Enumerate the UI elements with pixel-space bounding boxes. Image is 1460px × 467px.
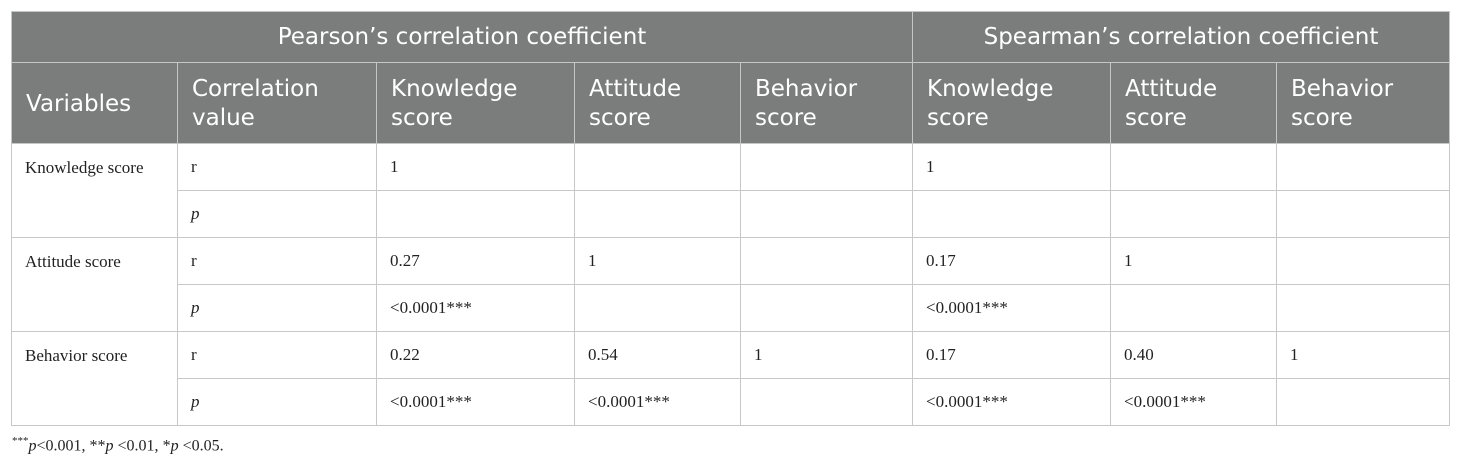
column-header-variables: Variables: [11, 62, 178, 144]
r-value-cell: [1275, 237, 1451, 285]
table-row: p <0.0001*** <0.0001*** <0.0001*** <0.0001**…: [12, 378, 1451, 426]
r-value-cell: [1275, 143, 1451, 191]
p-value-cell: [574, 284, 741, 332]
p-value-cell: <0.0001***: [574, 378, 741, 426]
variable-cell: Behavior score: [11, 331, 178, 426]
p-value-cell: [376, 190, 575, 238]
r-label-cell: r: [177, 237, 377, 285]
footnote-symbol: **: [89, 437, 106, 455]
p-value-cell: <0.0001***: [376, 284, 575, 332]
p-value-cell: <0.0001***: [912, 378, 1111, 426]
r-value-cell: 0.54: [574, 331, 741, 379]
correlation-table: Pearson’s correlation coefficient Spearm…: [11, 11, 1451, 426]
table-row: p: [12, 190, 1451, 238]
r-value-cell: [1110, 143, 1277, 191]
pearson-group-header: Pearson’s correlation coefficient: [11, 11, 913, 63]
p-value-cell: [1275, 190, 1451, 238]
p-value-cell: [1110, 284, 1277, 332]
r-value-cell: 0.40: [1110, 331, 1277, 379]
column-header-row: Variables Correlation value Knowledge sc…: [11, 62, 1451, 144]
r-label-cell: r: [177, 143, 377, 191]
footnote-text: <0.01,: [113, 437, 163, 455]
footnote-p: p: [28, 437, 37, 455]
spearman-group-header: Spearman’s correlation coefficient: [911, 11, 1451, 63]
p-value-cell: [740, 378, 913, 426]
column-header-pearson-knowledge: Knowledge score: [376, 62, 575, 144]
footnote-p: p: [105, 437, 114, 455]
p-value-cell: [1275, 378, 1451, 426]
table-body: Knowledge score r 1 1 p Attitude score r 0.27 1 0…: [11, 143, 1451, 426]
p-label-cell: p: [177, 190, 377, 238]
r-value-cell: 1: [574, 237, 741, 285]
r-value-cell: 0.17: [912, 237, 1111, 285]
p-value-cell: <0.0001***: [912, 284, 1111, 332]
column-header-spearman-behavior: Behavior score: [1275, 62, 1451, 144]
p-value-cell: <0.0001***: [376, 378, 575, 426]
footnote-text: <0.001,: [36, 437, 90, 455]
r-label-cell: r: [177, 331, 377, 379]
r-value-cell: 1: [1110, 237, 1277, 285]
footnote-symbol: *: [162, 437, 171, 455]
column-header-pearson-attitude: Attitude score: [574, 62, 741, 144]
p-label-cell: p: [177, 378, 377, 426]
p-value-cell: <0.0001***: [1110, 378, 1277, 426]
variable-cell: Knowledge score: [11, 143, 178, 238]
r-value-cell: [574, 143, 741, 191]
p-value-cell: [912, 190, 1111, 238]
p-value-cell: [1110, 190, 1277, 238]
r-value-cell: 0.17: [912, 331, 1111, 379]
r-value-cell: 0.22: [376, 331, 575, 379]
p-value-cell: [1275, 284, 1451, 332]
footnote-p: p: [170, 437, 179, 455]
r-value-cell: 1: [1275, 331, 1451, 379]
table-row: p <0.0001*** <0.0001***: [12, 284, 1451, 332]
group-header-row: Pearson’s correlation coefficient Spearm…: [11, 11, 1451, 63]
p-value-cell: [574, 190, 741, 238]
column-header-pearson-behavior: Behavior score: [740, 62, 913, 144]
table-row: Behavior score r 0.22 0.54 1 0.17 0.40 1: [11, 331, 1451, 426]
r-value-cell: 1: [376, 143, 575, 191]
r-value-cell: 1: [912, 143, 1111, 191]
r-value-cell: 0.27: [376, 237, 575, 285]
footnote-text: <0.05.: [178, 437, 224, 455]
column-header-spearman-knowledge: Knowledge score: [912, 62, 1111, 144]
p-label-cell: p: [177, 284, 377, 332]
variable-cell: Attitude score: [11, 237, 178, 332]
table-row: Attitude score r 0.27 1 0.17 1: [11, 237, 1451, 332]
footnote: ***p<0.001, **p <0.01, *p <0.05.: [12, 435, 224, 455]
column-header-correlation-value: Correlation value: [177, 62, 377, 144]
r-value-cell: [740, 237, 913, 285]
table-row: Knowledge score r 1 1: [11, 143, 1451, 238]
p-value-cell: [740, 284, 913, 332]
column-header-spearman-attitude: Attitude score: [1110, 62, 1277, 144]
r-value-cell: 1: [740, 331, 913, 379]
footnote-symbol: ***: [12, 435, 29, 447]
r-value-cell: [740, 143, 913, 191]
p-value-cell: [740, 190, 913, 238]
